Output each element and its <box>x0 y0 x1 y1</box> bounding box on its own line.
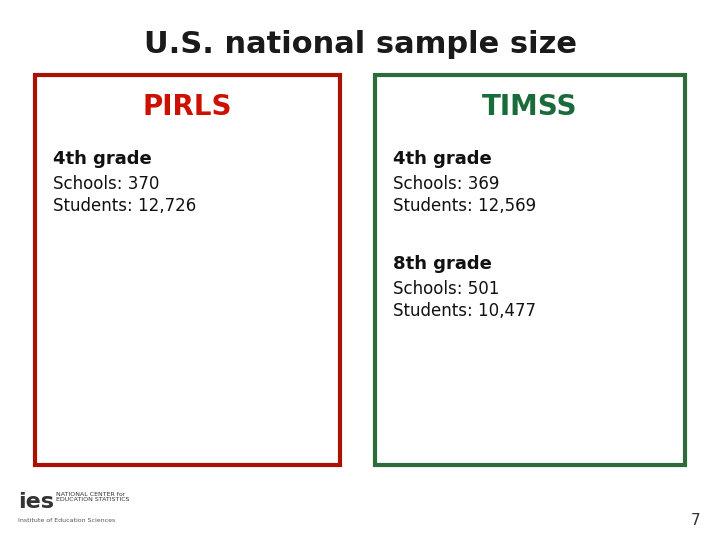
Text: 8th grade: 8th grade <box>393 255 492 273</box>
Text: TIMSS: TIMSS <box>482 93 577 121</box>
FancyBboxPatch shape <box>375 75 685 465</box>
Text: NATIONAL CENTER for
EDUCATION STATISTICS: NATIONAL CENTER for EDUCATION STATISTICS <box>56 491 130 502</box>
Text: PIRLS: PIRLS <box>143 93 233 121</box>
Text: Schools: 370: Schools: 370 <box>53 175 159 193</box>
Text: Schools: 369: Schools: 369 <box>393 175 500 193</box>
Text: Students: 12,569: Students: 12,569 <box>393 197 536 215</box>
Text: Students: 12,726: Students: 12,726 <box>53 197 197 215</box>
Text: ies: ies <box>18 492 54 512</box>
Text: 7: 7 <box>690 513 700 528</box>
Text: Students: 10,477: Students: 10,477 <box>393 302 536 320</box>
Text: 4th grade: 4th grade <box>53 150 152 168</box>
Text: Institute of Education Sciences: Institute of Education Sciences <box>18 517 115 523</box>
Text: 4th grade: 4th grade <box>393 150 492 168</box>
Text: Schools: 501: Schools: 501 <box>393 280 500 298</box>
FancyBboxPatch shape <box>35 75 340 465</box>
Text: U.S. national sample size: U.S. national sample size <box>143 30 577 59</box>
